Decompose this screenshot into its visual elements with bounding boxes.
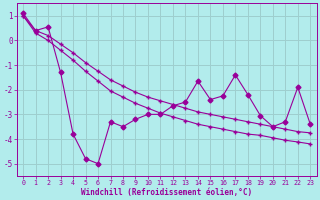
X-axis label: Windchill (Refroidissement éolien,°C): Windchill (Refroidissement éolien,°C) xyxy=(81,188,252,197)
